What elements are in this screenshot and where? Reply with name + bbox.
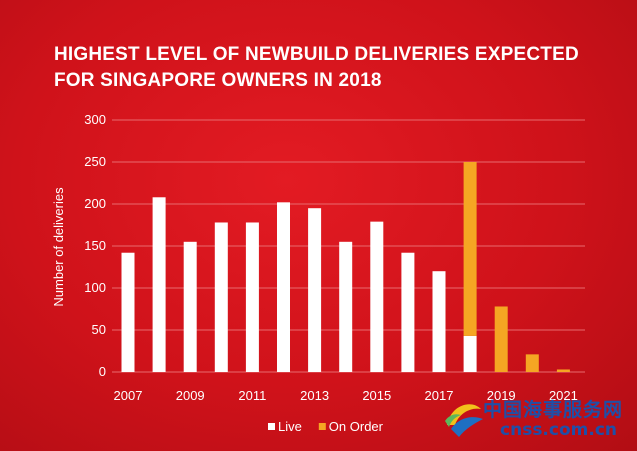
bar-live-2011	[245, 222, 259, 372]
y-tick-label: 300	[84, 112, 106, 127]
bar-on-order-2019	[494, 306, 508, 372]
x-tick-label: 2019	[487, 388, 516, 403]
watermark-chinese-text: 中国海事服务网	[482, 399, 623, 421]
bar-live-2017	[432, 271, 446, 372]
x-tick-labels: 2007 2009 2011 2013 2015 2017 2019 2021	[114, 388, 578, 403]
x-tick-label: 2015	[362, 388, 391, 403]
legend-swatch-on-order	[318, 423, 326, 430]
y-tick-labels: 0 50 100 150 200 250 300	[84, 112, 106, 379]
y-tick-label: 0	[99, 364, 106, 379]
y-tick-label: 200	[84, 196, 106, 211]
bar-live-2013	[308, 208, 322, 372]
y-tick-label: 250	[84, 154, 106, 169]
bar-live-2009	[183, 241, 197, 372]
watermark-url: cnss.com.cn	[500, 420, 617, 440]
bar-live-2018	[463, 335, 477, 372]
bar-live-2007	[121, 252, 135, 372]
bar-live-2015	[370, 221, 384, 372]
x-tick-label: 2017	[425, 388, 454, 403]
x-tick-label: 2011	[238, 388, 266, 403]
bar-live-2012	[277, 202, 290, 372]
bar-on-order-2021	[556, 369, 570, 372]
bar-live-2014	[339, 241, 353, 372]
y-tick-label: 150	[84, 238, 106, 253]
chart-title-line-2: FOR SINGAPORE OWNERS IN 2018	[54, 70, 382, 91]
legend: Live On Order	[268, 419, 384, 434]
x-tick-label: 2007	[114, 388, 143, 403]
x-tick-label: 2021	[549, 388, 578, 403]
bar-on-order-2018	[463, 162, 477, 336]
legend-label-live: Live	[278, 419, 302, 434]
bar-live-2016	[401, 252, 415, 372]
bar-on-order-2020	[525, 354, 539, 372]
y-tick-label: 50	[92, 322, 106, 337]
watermark: 中国海事服务网 cnss.com.cn	[431, 393, 631, 445]
chart-title-line-1: HIGHEST LEVEL OF NEWBUILD DELIVERIES EXP…	[54, 44, 579, 65]
bar-live-2008	[152, 197, 166, 372]
x-tick-label: 2009	[176, 388, 205, 403]
legend-label-on-order: On Order	[329, 419, 384, 434]
chart-title: HIGHEST LEVEL OF NEWBUILD DELIVERIES EXP…	[54, 42, 614, 94]
x-tick-label: 2013	[300, 388, 329, 403]
bar-live-2010	[214, 222, 228, 372]
cnss-logo-icon	[445, 404, 483, 437]
bars	[121, 162, 570, 372]
legend-swatch-live	[268, 423, 275, 430]
y-axis-label: Number of deliveries	[51, 187, 66, 307]
y-tick-label: 100	[84, 280, 106, 295]
